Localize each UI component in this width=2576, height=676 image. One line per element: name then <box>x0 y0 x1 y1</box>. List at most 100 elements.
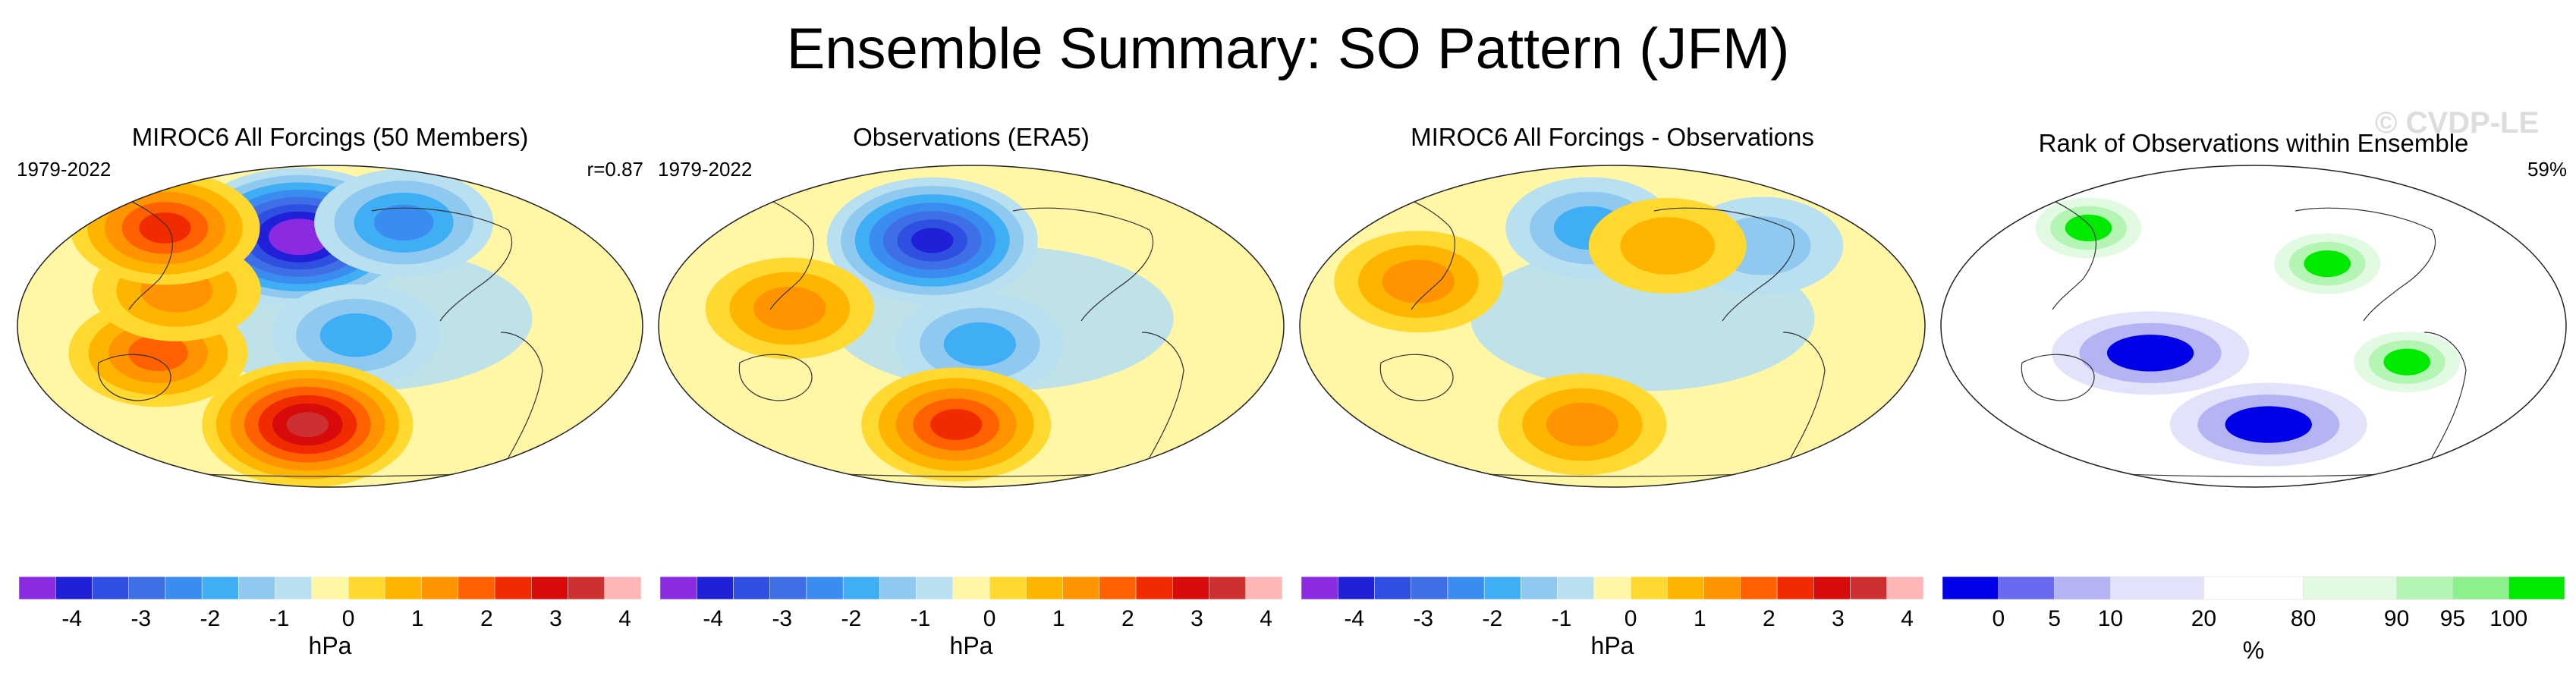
panel-observations: Observations (ERA5) 1979-2022 -4 -3 -2 -1 0 1… <box>656 114 1286 668</box>
colorbar-swatch <box>238 576 275 600</box>
colorbar-swatch <box>1521 576 1558 600</box>
colorbar-swatch <box>1245 576 1283 600</box>
map-model <box>17 165 643 488</box>
colorbar-swatch <box>1740 576 1778 600</box>
coast-2 <box>2294 207 2436 322</box>
contour-5-7 <box>286 411 329 438</box>
colorbar-swatch <box>1062 576 1100 600</box>
colorbar-swatch <box>1447 576 1485 600</box>
colorbar-tick-label: 0 <box>1992 606 2005 631</box>
rank-region-3-2 <box>2065 214 2112 242</box>
colorbar-swatch <box>421 576 459 600</box>
colorbar-tick-label: 4 <box>1260 606 1272 631</box>
colorbar-tick-label: -3 <box>1413 606 1433 631</box>
colorbar-swatch <box>989 576 1027 600</box>
colorbar-label: hPa <box>950 632 993 659</box>
panel-title: Observations (ERA5) <box>853 123 1090 151</box>
panel-title: MIROC6 All Forcings - Observations <box>1411 123 1814 151</box>
contour-1-4 <box>373 204 434 241</box>
colorbar-tick-label: -2 <box>1483 606 1503 631</box>
colorbar-swatch <box>2303 576 2397 600</box>
colorbar-swatch <box>1374 576 1411 600</box>
rank-region-2-2 <box>2304 250 2351 278</box>
rank-percentage: 59% <box>2527 158 2567 181</box>
colorbar-swatch <box>1850 576 1888 600</box>
colorbar-swatch <box>1301 576 1338 600</box>
colorbar-difference: -4 -3 -2 -1 0 1 2 3 4 hPa <box>1301 576 1924 659</box>
colorbar-swatch <box>1026 576 1063 600</box>
colorbar-swatch <box>385 576 422 600</box>
colorbar-swatch <box>2110 576 2204 600</box>
colorbar-swatch <box>1703 576 1741 600</box>
panel-model: MIROC6 All Forcings (50 Members) 1979-20… <box>15 114 645 668</box>
map-difference <box>1299 165 1926 488</box>
coast-1 <box>738 354 813 401</box>
coast-2 <box>371 207 513 322</box>
colorbar-tick-label: 2 <box>480 606 493 631</box>
colorbar-observations: -4 -3 -2 -1 0 1 2 3 4 hPa <box>659 576 1283 659</box>
map-outline <box>17 165 643 488</box>
colorbar-swatch <box>2508 576 2565 600</box>
coast-1 <box>2021 354 2095 401</box>
map-observations <box>658 165 1285 488</box>
colorbar-swatch <box>348 576 385 600</box>
colorbar-label: % <box>2243 637 2264 664</box>
colorbar-tick-label: 20 <box>2191 606 2216 631</box>
colorbar-swatch <box>1337 576 1375 600</box>
colorbar-tick-label: -4 <box>1344 606 1364 631</box>
colorbar-swatch <box>1209 576 1247 600</box>
colorbar-tick-label: 5 <box>2048 606 2061 631</box>
colorbar-swatch <box>568 576 605 600</box>
colorbar-tick-label: 2 <box>1121 606 1134 631</box>
colorbar-tick-label: 0 <box>342 606 355 631</box>
colorbar-tick-label: 1 <box>411 606 424 631</box>
contour-3-4 <box>128 335 188 371</box>
colorbar-rank: 0 5 10 20 80 90 95 100% <box>1942 576 2565 664</box>
colorbar-swatch <box>165 576 203 600</box>
contour-3-5 <box>930 409 983 441</box>
copyright-watermark: © CVDP-LE <box>2375 106 2540 140</box>
rank-region-0-2 <box>2106 335 2194 372</box>
colorbar-swatch <box>1776 576 1814 600</box>
panel-difference: MIROC6 All Forcings - Observations -4 -3 -… <box>1297 114 1927 668</box>
contour-1-3 <box>943 322 1016 366</box>
colorbar-swatch <box>769 576 807 600</box>
colorbar-swatch <box>18 576 56 600</box>
colorbar-swatch <box>696 576 734 600</box>
colorbar-swatch <box>2396 576 2453 600</box>
colorbar-swatch <box>531 576 568 600</box>
colorbar-label: hPa <box>1591 632 1634 659</box>
colorbar-tick-label: 0 <box>983 606 996 631</box>
map-outline <box>1940 165 2567 488</box>
coast-2 <box>1012 207 1154 322</box>
colorbar-tick-label: -1 <box>269 606 290 631</box>
colorbar-swatch <box>1099 576 1137 600</box>
colorbar-swatch <box>952 576 990 600</box>
colorbar-swatch <box>1667 576 1704 600</box>
colorbar-swatch <box>806 576 844 600</box>
colorbar-swatch <box>1172 576 1209 600</box>
colorbar-tick-label: 4 <box>618 606 631 631</box>
colorbar-swatch <box>2203 576 2304 600</box>
colorbar-tick-label: 1 <box>1052 606 1065 631</box>
colorbar-swatch <box>604 576 642 600</box>
coast-2 <box>1653 207 1795 322</box>
colorbar-tick-label: 95 <box>2440 606 2465 631</box>
contour-0-9 <box>281 225 318 248</box>
colorbar-swatch <box>733 576 770 600</box>
colorbar-swatch <box>275 576 313 600</box>
colorbar-swatch <box>55 576 93 600</box>
colorbar-tick-label: -3 <box>772 606 792 631</box>
coast-3 <box>500 332 543 458</box>
colorbar-tick-label: 0 <box>1625 606 1637 631</box>
period-label: 1979-2022 <box>658 158 753 181</box>
colorbar-tick-label: 10 <box>2098 606 2123 631</box>
colorbar-swatch <box>659 576 697 600</box>
colorbar-tick-label: 2 <box>1763 606 1776 631</box>
panel-rank: Rank of Observations within Ensemble 59%… <box>1939 114 2568 668</box>
colorbar-swatch <box>2452 576 2509 600</box>
contour-6-5 <box>139 212 191 244</box>
colorbar-swatch <box>879 576 917 600</box>
colorbar-tick-label: 3 <box>1190 606 1203 631</box>
colorbar-swatch <box>2054 576 2111 600</box>
